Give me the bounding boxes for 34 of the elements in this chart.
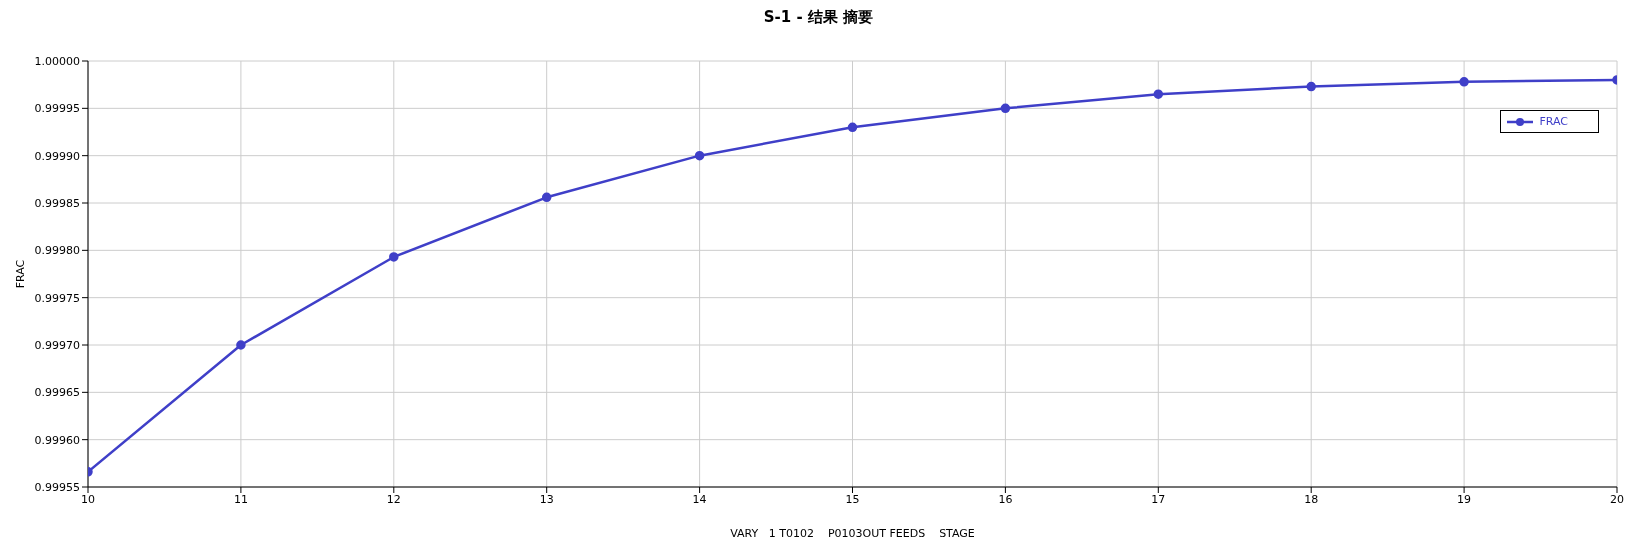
point	[236, 340, 246, 350]
legend-label: FRAC	[1539, 115, 1568, 128]
y-tick-label: 0.99995	[34, 102, 80, 116]
point	[1459, 77, 1469, 87]
x-tick-label: 19	[1457, 492, 1472, 506]
y-tick-label: 0.99975	[34, 291, 80, 305]
x-tick-label: 12	[386, 492, 401, 506]
y-tick-label: 0.99990	[34, 149, 80, 163]
y-tick-label: 0.99970	[34, 338, 80, 352]
x-tick-label: 15	[845, 492, 860, 506]
x-tick-label: 18	[1304, 492, 1319, 506]
point	[1306, 81, 1316, 92]
y-tick-label: 0.99980	[34, 244, 80, 258]
x-tick-label: 10	[81, 492, 95, 506]
y-tick-label: 1.00000	[34, 54, 80, 68]
y-tick-label: 0.99960	[34, 433, 80, 447]
chart-title: S-1 - 结果 摘要	[762, 8, 875, 28]
y-axis-title: FRAC	[13, 259, 27, 289]
x-axis-title: VARY 1 T0102 P0103OUT FEEDS STAGE	[730, 527, 975, 540]
point	[847, 122, 858, 133]
point	[389, 252, 399, 262]
x-tick-label: 13	[539, 492, 554, 506]
point	[1000, 103, 1011, 114]
y-tick-label: 0.99985	[34, 196, 80, 210]
y-tick-label: 0.99955	[34, 480, 80, 494]
x-tick-label: 16	[998, 492, 1013, 506]
point	[541, 192, 552, 203]
point	[694, 150, 705, 161]
y-tick-label: 0.99965	[34, 386, 80, 400]
x-tick-label: 17	[1151, 492, 1166, 506]
x-tick-label: 11	[233, 492, 248, 506]
x-tick-label: 20	[1610, 492, 1624, 506]
x-tick-label: 14	[692, 492, 707, 506]
point	[1153, 89, 1164, 99]
